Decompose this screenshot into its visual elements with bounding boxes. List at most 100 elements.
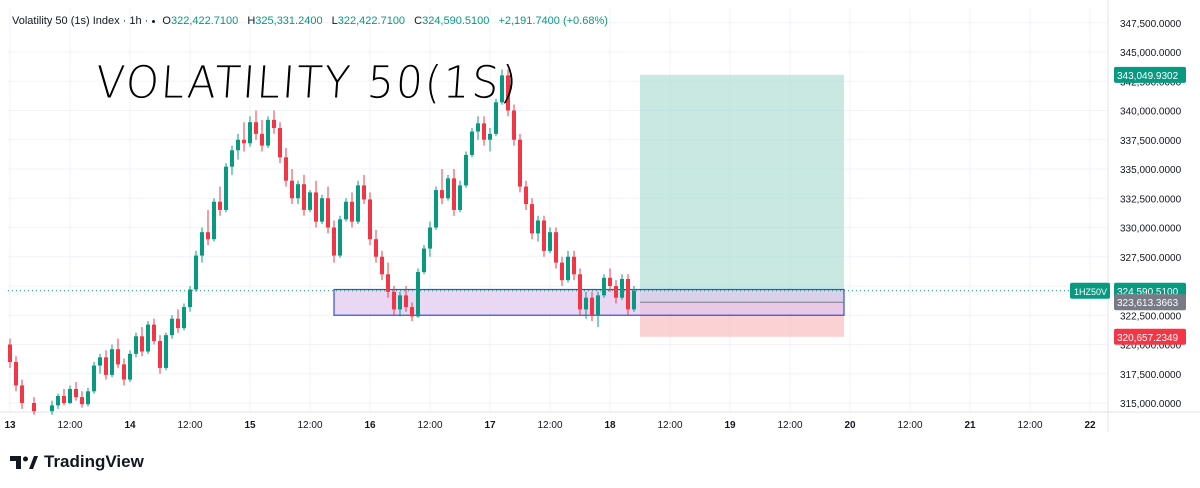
stop-price-tag-label: 320,657.2349 (1117, 333, 1179, 344)
candle-series (8, 69, 636, 415)
price-tick-label: 332,500.0000 (1120, 194, 1182, 205)
candle-body (380, 256, 384, 275)
candle-body (356, 185, 360, 222)
time-tick-label: 19 (724, 420, 736, 431)
high-value: 325,331.2400 (255, 15, 323, 27)
candle-body (158, 340, 162, 368)
price-tick-label: 320,000.0000 (1120, 341, 1182, 352)
candle-body (422, 248, 426, 272)
candle-body (494, 102, 498, 134)
candle-body (98, 357, 102, 366)
position-zones[interactable] (8, 74, 1108, 337)
symbol-title: Volatility 50 (1s) Index · 1h · (12, 15, 149, 27)
time-tick-label: 18 (604, 420, 616, 431)
entry-price-tag-bg (1114, 294, 1186, 311)
candle-body (332, 227, 336, 256)
candle-body (458, 185, 462, 210)
candle-body (14, 362, 18, 386)
tradingview-logo-icon (10, 456, 38, 469)
candle-body (110, 349, 114, 375)
candle-body (146, 324, 150, 352)
candle-body (614, 286, 618, 298)
time-tick-label: 21 (964, 420, 976, 431)
candle-body (308, 192, 312, 210)
candle-body (446, 178, 450, 199)
candle-body (572, 256, 576, 275)
candle-body (488, 133, 492, 140)
candle-body (290, 180, 294, 199)
candle-body (404, 295, 408, 308)
candle-body (164, 335, 168, 368)
candle-body (548, 232, 552, 251)
time-tick-label: 20 (844, 420, 856, 431)
tradingview-logo[interactable]: TradingView (10, 452, 144, 472)
time-tick-label: 15 (244, 420, 256, 431)
candle-body (416, 271, 420, 317)
time-tick-label: 22 (1084, 420, 1096, 431)
candle-body (284, 157, 288, 181)
candle-body (626, 278, 630, 310)
candle-body (56, 395, 60, 406)
candle-body (188, 289, 192, 308)
candle-body (410, 307, 414, 317)
candle-body (122, 364, 126, 380)
target-price-tag-label: 343,049.9302 (1117, 71, 1179, 82)
time-tick-label: 12:00 (777, 420, 802, 431)
candle-body (518, 139, 522, 187)
close-label: C (414, 15, 423, 27)
candle-body (452, 178, 456, 210)
time-axis[interactable]: 13 12:00 14 12:00 15 12:00 16 12:00 17 12:00 18 12:… (4, 420, 1096, 431)
open-label: O (162, 15, 171, 27)
price-tick-label: 345,000.0000 (1120, 48, 1182, 59)
candle-body (272, 119, 276, 129)
time-tick-label: 13 (4, 420, 16, 431)
candle-body (254, 122, 258, 134)
change-value: +2,191.7400 (+0.68%) (498, 15, 608, 27)
candle-body (512, 110, 516, 140)
target-zone[interactable] (640, 74, 844, 303)
current-price-tag-symbol-bg (1070, 282, 1110, 299)
target-price-tag-bg (1114, 66, 1186, 83)
logo-text: TradingView (44, 452, 144, 471)
current-price-tag-symbol: 1HZ50V (1074, 287, 1107, 297)
candle-body (68, 388, 72, 403)
candle-body (320, 198, 324, 222)
candle-body (602, 277, 606, 296)
time-tick-label: 12:00 (57, 420, 82, 431)
candle-body (506, 75, 510, 111)
grid-lines (0, 0, 1200, 432)
candle-body (20, 385, 24, 403)
candle-body (566, 256, 570, 281)
candle-body (470, 131, 474, 155)
candle-body (86, 391, 90, 405)
candle-body (584, 297, 588, 310)
candle-body (392, 291, 396, 310)
candle-body (104, 357, 108, 375)
candle-body (314, 192, 318, 222)
candle-body (476, 123, 480, 132)
price-tick-label: 337,500.0000 (1120, 136, 1182, 147)
candle-body (80, 397, 84, 405)
candle-body (542, 220, 546, 251)
candle-body (464, 154, 468, 186)
candle-body (62, 395, 66, 403)
candle-body (50, 405, 54, 412)
candle-body (236, 139, 240, 151)
candle-body (116, 349, 120, 365)
candle-body (368, 199, 372, 240)
time-tick-label: 14 (124, 420, 136, 431)
candle-body (620, 278, 624, 298)
candle-body (326, 198, 330, 228)
high-label: H (247, 15, 256, 27)
candle-body (434, 190, 438, 228)
candle-body (242, 139, 246, 144)
price-tick-label: 340,000.0000 (1120, 107, 1182, 118)
candle-body (278, 128, 282, 158)
candle-body (428, 227, 432, 249)
candle-body (140, 336, 144, 352)
time-tick-label: 12:00 (1017, 420, 1042, 431)
candle-body (560, 262, 564, 281)
time-tick-label: 16 (364, 420, 376, 431)
candle-body (170, 318, 174, 336)
